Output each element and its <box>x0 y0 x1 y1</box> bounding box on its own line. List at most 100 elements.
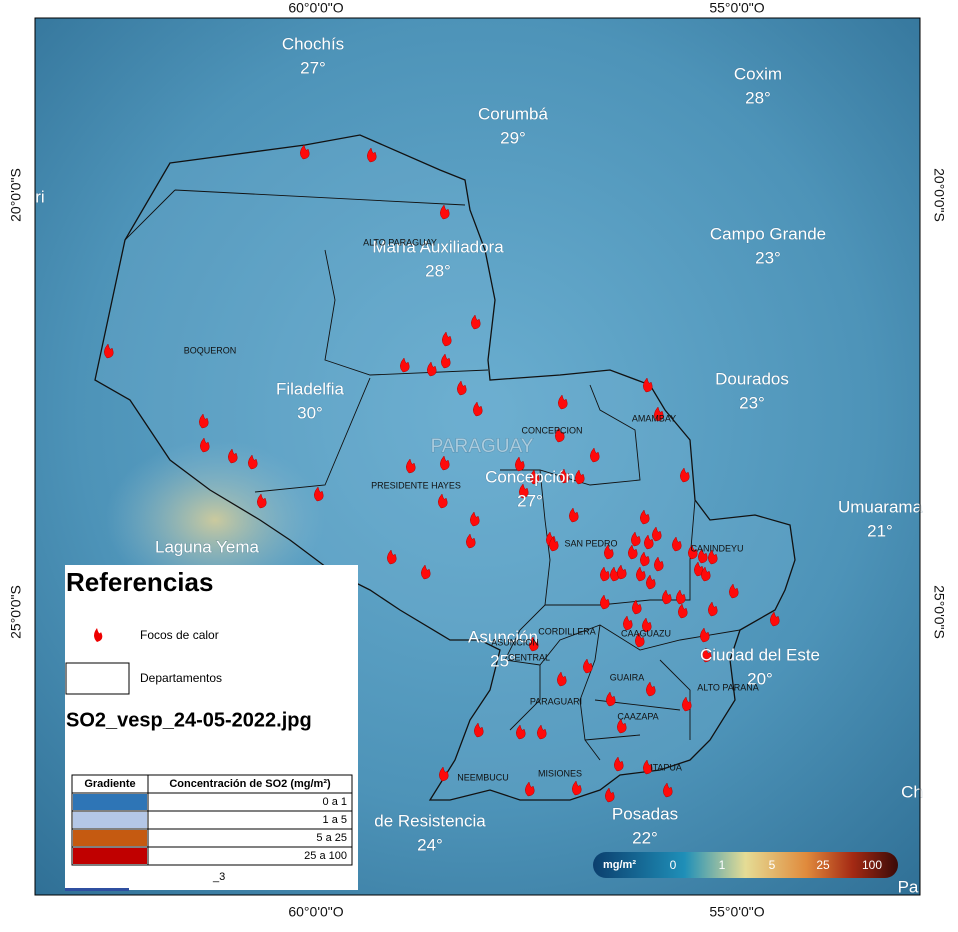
department-label: NEEMBUCU <box>457 772 509 782</box>
partial-label: Ch <box>901 782 923 801</box>
fire-marker <box>421 564 431 580</box>
department-label: ASUNCION <box>491 637 539 647</box>
fire-marker <box>558 394 568 410</box>
fire-marker <box>646 681 656 697</box>
range-label: 25 a 100 <box>304 850 347 862</box>
fire-marker <box>606 691 616 707</box>
department-lines <box>124 189 741 761</box>
fire-marker <box>623 615 633 631</box>
city-temp: 27° <box>517 491 543 510</box>
fire-marker <box>314 486 324 502</box>
city-temp: 23° <box>755 248 781 267</box>
fire-marker <box>640 509 650 525</box>
fire-marker <box>557 671 567 687</box>
fire-marker <box>590 447 600 463</box>
partial-label: ri <box>35 187 44 206</box>
city-name: Posadas <box>612 804 678 823</box>
fire-markers <box>104 144 780 803</box>
gradient-swatch <box>73 812 147 828</box>
fire-marker <box>572 780 582 796</box>
fire-marker <box>406 458 416 474</box>
fire-marker <box>700 627 710 643</box>
department-label: GUAIRA <box>610 672 645 682</box>
fire-marker <box>682 696 692 712</box>
fire-marker <box>473 401 483 417</box>
fire-marker <box>770 611 780 627</box>
fire-marker <box>228 448 238 464</box>
fire-marker <box>516 724 526 740</box>
fire-marker <box>439 766 449 782</box>
department-label: BOQUERON <box>184 345 237 355</box>
department-label: ALTO PARAGUAY <box>363 237 437 247</box>
colorbar-tick: 25 <box>816 858 830 872</box>
fire-marker <box>631 531 641 547</box>
edge-label: 20°0'0"S <box>8 168 24 222</box>
fire-marker <box>680 467 690 483</box>
fire-marker <box>635 632 645 648</box>
fire-marker <box>200 437 210 453</box>
fire-marker <box>104 343 114 359</box>
gradient-swatch <box>73 848 147 864</box>
city-name: Corumbá <box>478 104 548 123</box>
fire-marker <box>617 718 627 734</box>
fire-marker <box>555 427 565 443</box>
city-name: Ciudad del Este <box>700 645 820 664</box>
city-temp: 28° <box>425 261 451 280</box>
department-label: CONCEPCION <box>521 425 582 435</box>
fire-marker <box>427 361 437 377</box>
city-name: de Resistencia <box>374 811 486 830</box>
department-label: SAN PEDRO <box>564 538 617 548</box>
fire-marker <box>654 406 664 422</box>
fire-marker <box>600 566 610 582</box>
fire-marker <box>642 617 652 633</box>
fire-marker <box>672 536 682 552</box>
fire-marker <box>583 658 593 674</box>
city-temp: 20° <box>747 669 773 688</box>
edge-label: 25°0'0"S <box>8 585 24 639</box>
fire-marker <box>676 589 686 605</box>
fire-marker <box>617 564 627 580</box>
department-label: CAAGUAZU <box>621 628 671 638</box>
fire-marker <box>440 455 450 471</box>
fire-marker <box>457 380 467 396</box>
city-name: Coxim <box>734 64 782 83</box>
colorbar-tick: 1 <box>719 858 726 872</box>
fire-legend-icon <box>94 628 103 642</box>
department-label: CAAZAPA <box>617 711 658 721</box>
fire-marker <box>530 469 540 485</box>
legend-fires: Focos de calor <box>140 628 219 642</box>
fire-marker <box>708 601 718 617</box>
fire-marker <box>702 647 712 663</box>
city-temp: 29° <box>500 128 526 147</box>
fire-marker <box>466 533 476 549</box>
fire-marker <box>643 377 653 393</box>
fire-marker <box>248 454 258 470</box>
fire-marker <box>474 722 484 738</box>
colorbar-tick: 0 <box>670 858 677 872</box>
department-label: CANINDEYU <box>690 543 743 553</box>
partial-label: Pa <box>898 877 919 896</box>
fire-marker <box>199 413 209 429</box>
fire-marker <box>300 144 310 160</box>
city-name: Filadelfia <box>276 379 345 398</box>
fire-marker <box>400 357 410 373</box>
legend-departments: Departamentos <box>140 671 222 685</box>
fire-marker <box>632 599 642 615</box>
fire-marker <box>575 469 585 485</box>
fire-marker <box>537 724 547 740</box>
fire-marker <box>525 781 535 797</box>
fire-marker <box>604 544 614 560</box>
fire-marker <box>708 549 718 565</box>
table-border <box>71 774 353 866</box>
partial-label: Laguna Yema <box>155 537 260 556</box>
fire-marker <box>441 353 451 369</box>
fire-marker <box>636 566 646 582</box>
city-name: Umuarama <box>838 497 923 516</box>
fire-marker <box>569 507 579 523</box>
department-label: PRESIDENTE HAYES <box>371 480 461 490</box>
department-label: MISIONES <box>538 768 582 778</box>
fire-marker <box>442 331 452 347</box>
department-label: ALTO PARANA <box>697 682 759 692</box>
edge-label: 60°0'0"O <box>288 904 343 920</box>
range-label: 1 a 5 <box>323 814 347 826</box>
